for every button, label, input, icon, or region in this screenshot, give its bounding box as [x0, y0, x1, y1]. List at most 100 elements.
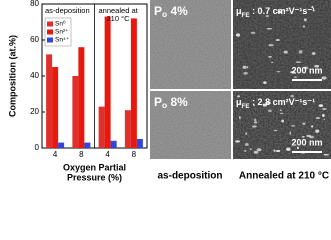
grain [243, 71, 248, 75]
bar [110, 140, 117, 148]
grain [265, 15, 270, 18]
label-text: 8% [167, 95, 188, 109]
bar [58, 142, 65, 148]
label-text: : 0.7 cm²V⁻¹s⁻¹ [250, 6, 316, 16]
grain [273, 149, 276, 153]
panel-label: μFE : 2.8 cm²V⁻¹s⁻¹ [236, 97, 315, 109]
annotation: annealed at [99, 6, 139, 15]
subscript: o [162, 100, 167, 110]
x-tick-label: 8 [79, 150, 84, 159]
grain [242, 65, 247, 69]
grain [253, 104, 256, 107]
grain [295, 61, 302, 63]
scale-label: 200 nm [291, 65, 322, 75]
legend-swatch [47, 21, 53, 27]
legend-label: Sn⁰ [55, 20, 66, 28]
symbol: μ [236, 97, 242, 107]
grain [266, 28, 273, 30]
x-tick-label: 4 [53, 150, 58, 159]
grain [256, 148, 262, 152]
symbol: P [154, 95, 162, 109]
y-tick-label: 20 [30, 107, 39, 116]
grain [268, 44, 274, 47]
symbol: μ [236, 6, 242, 16]
x-tick-label: 8 [132, 150, 137, 159]
grain [254, 121, 258, 124]
panel-label: Po 4% [154, 4, 188, 19]
subscript: o [162, 9, 167, 19]
grain [275, 39, 280, 41]
bar [84, 142, 91, 148]
legend-swatch [47, 37, 53, 43]
bar [104, 16, 111, 148]
grain [311, 52, 316, 55]
grain [273, 129, 278, 132]
grain [245, 132, 248, 135]
grain [323, 154, 329, 156]
label-text: : 2.8 cm²V⁻¹s⁻¹ [250, 97, 316, 107]
grain [251, 125, 257, 128]
sem-texture [150, 0, 231, 89]
y-tick-label: 40 [30, 71, 39, 80]
panel-label: μFE : 0.7 cm²V⁻¹s⁻¹ [236, 6, 315, 18]
grain [286, 147, 291, 152]
bar [130, 18, 137, 149]
x-axis-label: Pressure (%) [67, 172, 122, 182]
grain [249, 148, 252, 150]
grain [311, 5, 314, 9]
panel-label: Po 8% [154, 95, 188, 110]
annotation: as-deposition [45, 6, 90, 15]
bar [136, 139, 143, 148]
grain [268, 109, 272, 113]
scale-label: 200 nm [291, 137, 322, 147]
grain [244, 142, 249, 146]
subscript: FE [242, 103, 250, 110]
grain [246, 66, 249, 69]
bar [124, 110, 131, 148]
grain [253, 150, 259, 154]
y-tick-label: 80 [30, 0, 39, 8]
bar [52, 67, 59, 148]
grain [318, 104, 324, 107]
sem-texture [233, 91, 331, 159]
grain [250, 31, 256, 34]
sem-texture [233, 0, 331, 89]
grain [268, 55, 272, 58]
caption: Annealed at 210 °C [239, 171, 329, 182]
grain [276, 149, 281, 153]
grain [322, 108, 327, 110]
grain [238, 115, 241, 120]
grain [253, 118, 257, 122]
grain [302, 122, 306, 125]
grain [298, 50, 303, 54]
grain [279, 109, 282, 111]
subscript: FE [242, 12, 250, 19]
grain [310, 125, 314, 128]
grain [302, 25, 306, 28]
grain [266, 101, 271, 105]
bar [78, 47, 85, 149]
caption: as-deposition [157, 171, 222, 182]
grain [244, 150, 247, 152]
grain [237, 95, 241, 98]
label-text: 4% [167, 4, 188, 18]
grain [290, 94, 294, 98]
grain [234, 140, 240, 143]
grain [321, 76, 327, 80]
annotation: 210 °C [107, 14, 131, 23]
grain [303, 66, 308, 70]
legend-label: Sn²⁺ [55, 29, 69, 36]
grain [289, 71, 296, 74]
grain [322, 114, 325, 118]
x-axis-label: Oxygen Partial [63, 162, 126, 172]
grain [315, 129, 320, 133]
grain [283, 50, 288, 54]
grain [263, 81, 267, 85]
grain [289, 131, 292, 135]
legend-label: Sn⁴⁺ [55, 37, 70, 44]
sem-texture [150, 91, 231, 159]
y-tick-label: 0 [35, 143, 40, 152]
symbol: P [154, 4, 162, 18]
grain [323, 118, 326, 120]
grain [301, 136, 305, 138]
